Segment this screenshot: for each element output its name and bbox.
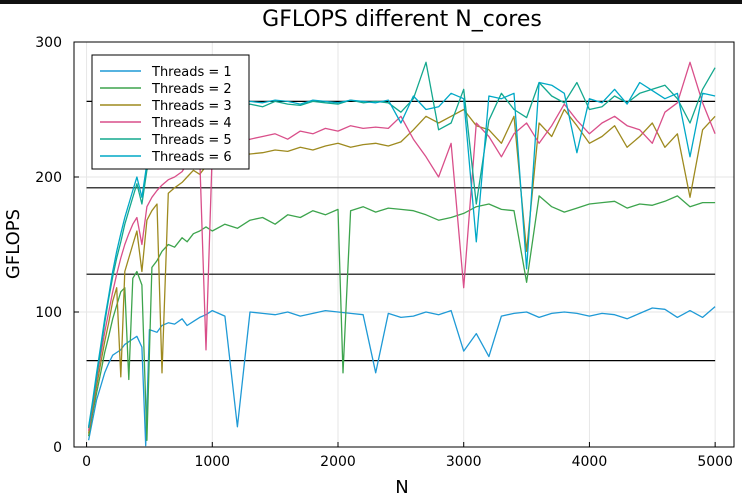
series-line-threads-1 — [87, 306, 716, 447]
legend-label-5: Threads = 5 — [151, 133, 232, 148]
y-axis-ticks: 0 100 200 300 — [35, 35, 79, 456]
y-tick-label-0: 0 — [53, 440, 62, 456]
series-layer — [87, 61, 716, 447]
y-tick-label-1: 100 — [35, 305, 62, 321]
legend-label-3: Threads = 3 — [151, 99, 232, 114]
top-border — [0, 0, 742, 4]
x-tick-label-5: 5000 — [697, 454, 733, 470]
x-tick-label-0: 0 — [82, 454, 91, 470]
legend: Threads = 1 Threads = 2 Threads = 3 Threads… — [91, 54, 250, 170]
x-axis-ticks: 0 1000 2000 3000 4000 5000 — [82, 442, 733, 470]
x-tick-label-4: 4000 — [572, 454, 608, 470]
x-tick-label-2: 2000 — [320, 454, 356, 470]
legend-label-1: Threads = 1 — [151, 65, 232, 80]
chart-title: GFLOPS different N_cores — [262, 7, 542, 32]
y-axis-label: GFLOPS — [3, 209, 24, 279]
series-line-threads-3 — [87, 108, 716, 434]
series-line-threads-2 — [87, 195, 716, 441]
y-tick-label-3: 300 — [35, 35, 62, 51]
legend-label-6: Threads = 6 — [151, 150, 232, 165]
series-line-threads-5 — [87, 61, 716, 429]
x-axis-label: N — [395, 477, 408, 498]
x-tick-label-3: 3000 — [446, 454, 482, 470]
y-tick-label-2: 200 — [35, 170, 62, 186]
series-line-threads-6 — [87, 81, 716, 427]
legend-box — [91, 54, 250, 170]
x-tick-label-1: 1000 — [194, 454, 230, 470]
series-line-threads-4 — [87, 61, 716, 431]
legend-label-4: Threads = 4 — [151, 116, 232, 131]
legend-label-2: Threads = 2 — [151, 82, 232, 97]
plot-frame — [73, 41, 735, 448]
